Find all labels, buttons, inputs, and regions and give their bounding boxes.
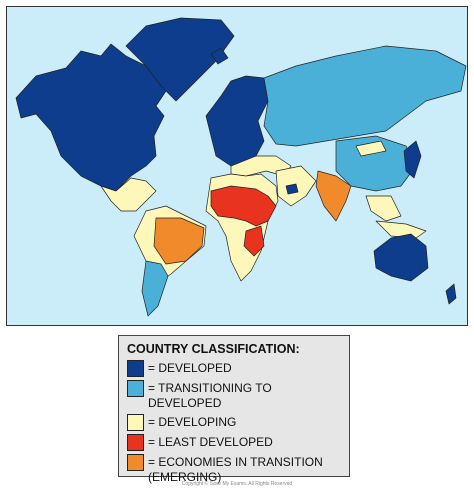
land-region (403, 140, 422, 179)
legend-label: = DEVELOPING (148, 415, 237, 429)
land-region (210, 47, 229, 65)
land-region (335, 135, 417, 192)
legend-label: = DEVELOPED (148, 361, 232, 375)
land-region (205, 75, 269, 167)
legend: COUNTRY CLASSIFICATION: = DEVELOPED = TRA… (118, 335, 350, 484)
land-region (153, 217, 205, 265)
land-region (263, 45, 467, 147)
land-region (373, 233, 429, 282)
land-region (315, 170, 352, 222)
legend-swatch (127, 380, 144, 397)
legend-item: = LEAST DEVELOPED (127, 434, 341, 451)
legend-swatch (127, 454, 144, 471)
legend-item: = DEVELOPING (127, 414, 341, 431)
land-region (445, 283, 457, 305)
legend-label: = ECONOMIES IN TRANSITION (EMERGING) (148, 455, 323, 484)
legend-swatch (127, 360, 144, 377)
legend-title: COUNTRY CLASSIFICATION: (127, 342, 300, 356)
land-region (141, 260, 169, 317)
land-region (285, 183, 299, 195)
legend-item: = TRANSITIONING TO DEVELOPED (127, 380, 341, 411)
legend-item: = DEVELOPED (127, 360, 341, 377)
legend-label: = TRANSITIONING TO DEVELOPED (148, 381, 272, 410)
world-map (6, 6, 468, 326)
land-region (355, 140, 387, 157)
land-region (210, 185, 277, 227)
land-region (100, 177, 157, 212)
land-region (15, 43, 167, 192)
land-region (365, 195, 402, 222)
legend-swatch (127, 414, 144, 431)
legend-swatch (127, 434, 144, 451)
legend-label: = LEAST DEVELOPED (148, 435, 273, 449)
land-region (243, 225, 265, 257)
land-region (375, 220, 427, 239)
legend-item: = ECONOMIES IN TRANSITION (EMERGING) (127, 454, 341, 485)
copyright: Copyright © Save My Exams. All Rights Re… (181, 481, 293, 487)
